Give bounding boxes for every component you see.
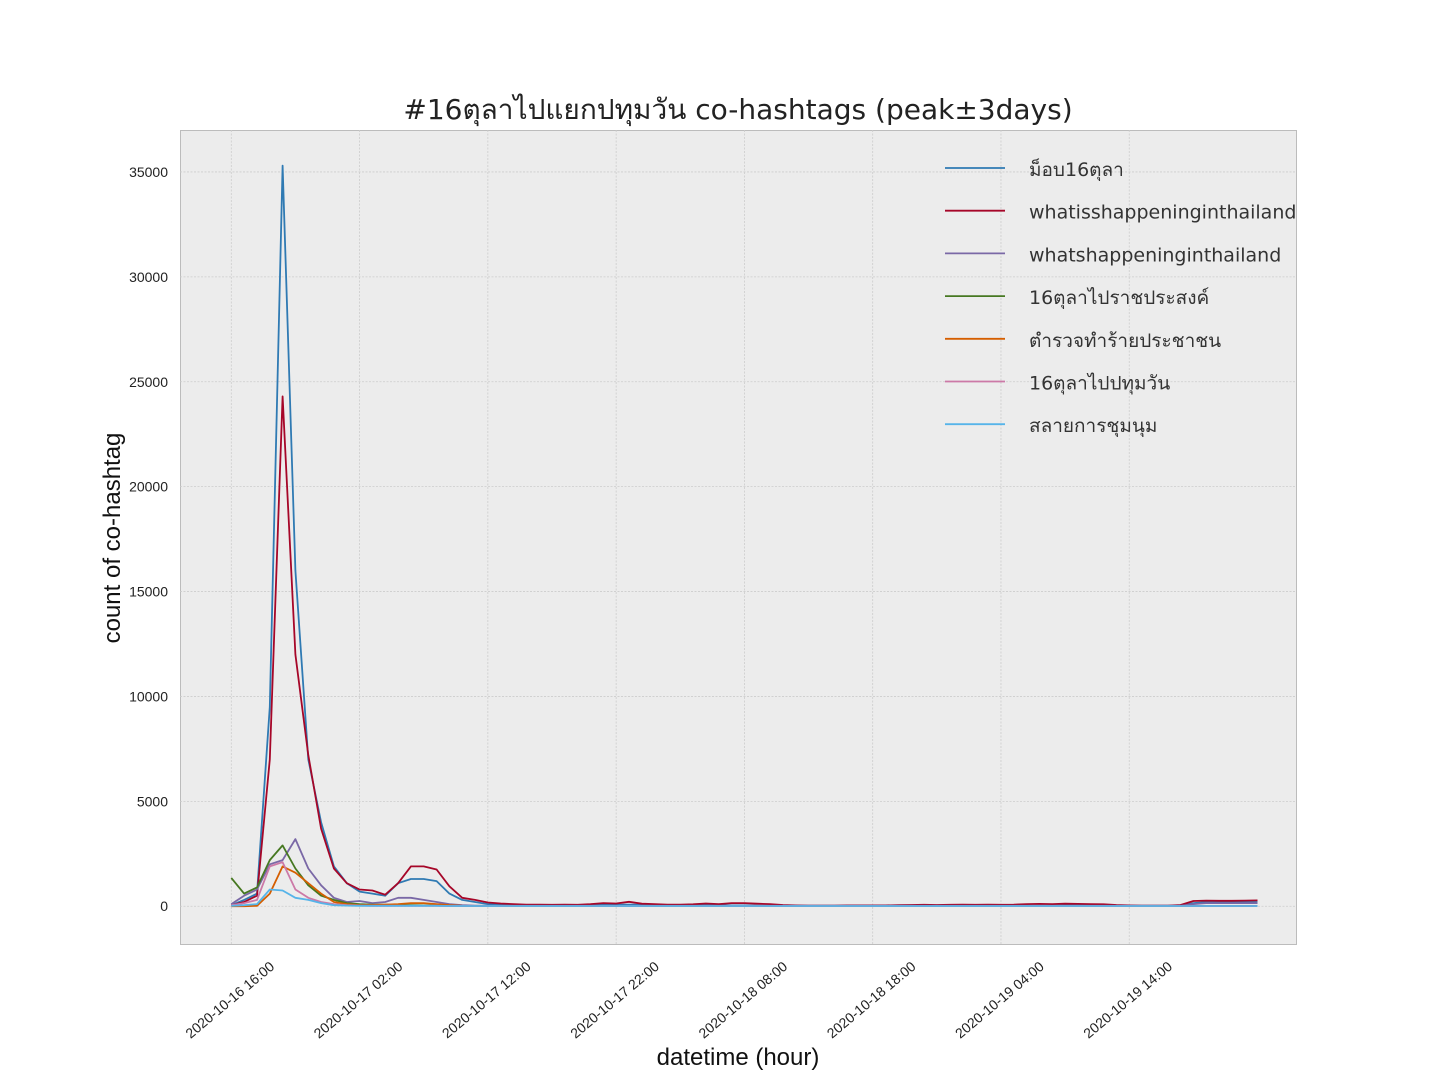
y-tick-label: 0 bbox=[160, 898, 168, 914]
legend-label-4: ตำรวจทำร้ายประชาชน bbox=[1029, 330, 1221, 352]
legend: ม็อบ16ตุลา whatisshappeninginthailand what… bbox=[945, 157, 1296, 438]
x-tick-label: 2020-10-19 04:00 bbox=[952, 958, 1047, 1041]
legend-label-5: 16ตุลาไปปทุมวัน bbox=[1029, 373, 1170, 396]
legend-label-2: whatshappeninginthailand bbox=[1029, 244, 1281, 266]
x-tick-label: 2020-10-17 02:00 bbox=[311, 958, 406, 1041]
legend-label-3: 16ตุลาไปราชประสงค์ bbox=[1029, 287, 1209, 310]
x-tick-label: 2020-10-18 08:00 bbox=[695, 958, 790, 1041]
y-tick-label: 5000 bbox=[137, 793, 168, 809]
x-tick-label: 2020-10-17 22:00 bbox=[567, 958, 662, 1041]
series-line-6 bbox=[231, 888, 1258, 907]
series-lines bbox=[230, 164, 1258, 908]
plot-area bbox=[180, 130, 1297, 945]
y-tick-label: 25000 bbox=[129, 374, 168, 390]
y-tick-label: 35000 bbox=[129, 164, 168, 180]
x-tick-label: 2020-10-17 12:00 bbox=[439, 958, 534, 1041]
y-axis-label: count of co-hashtag bbox=[99, 433, 126, 644]
y-tick-label: 30000 bbox=[129, 269, 168, 285]
legend-label-6: สลายการชุมนุม bbox=[1029, 415, 1157, 438]
y-tick-label: 10000 bbox=[129, 688, 168, 704]
x-axis: 2020-10-16 16:00 2020-10-17 02:00 2020-10-… bbox=[182, 958, 1175, 1041]
x-axis-label: datetime (hour) bbox=[657, 1044, 820, 1071]
chart-title: #16ตุลาไปแยกปทุมวัน co-hashtags (peak±3d… bbox=[403, 93, 1072, 127]
x-tick-label: 2020-10-18 18:00 bbox=[824, 958, 919, 1041]
x-tick-label: 2020-10-19 14:00 bbox=[1080, 958, 1175, 1041]
y-axis: 0 5000 10000 15000 20000 25000 30000 35000 bbox=[129, 164, 168, 914]
legend-label-0: ม็อบ16ตุลา bbox=[1029, 157, 1124, 182]
x-tick-label: 2020-10-16 16:00 bbox=[182, 958, 277, 1041]
y-tick-label: 15000 bbox=[129, 584, 168, 600]
y-tick-label: 20000 bbox=[129, 479, 168, 495]
series-line-1 bbox=[231, 395, 1258, 907]
legend-label-1: whatisshappeninginthailand bbox=[1029, 202, 1296, 224]
